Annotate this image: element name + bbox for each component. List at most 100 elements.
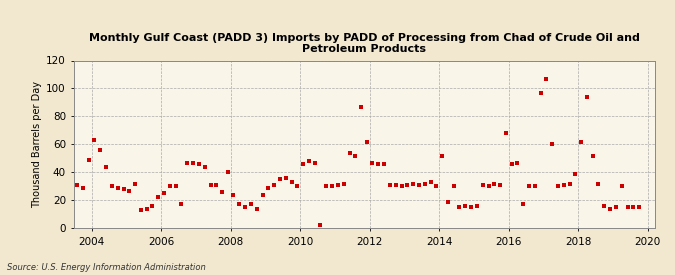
- Point: [390, 183, 401, 187]
- Point: [165, 184, 176, 189]
- Point: [309, 160, 320, 165]
- Text: Source: U.S. Energy Information Administration: Source: U.S. Energy Information Administ…: [7, 263, 205, 272]
- Point: [72, 183, 82, 187]
- Point: [136, 208, 146, 212]
- Y-axis label: Thousand Barrels per Day: Thousand Barrels per Day: [32, 81, 42, 208]
- Point: [483, 184, 494, 189]
- Point: [269, 183, 279, 187]
- Point: [634, 205, 645, 210]
- Point: [576, 139, 587, 144]
- Point: [95, 148, 106, 152]
- Point: [558, 183, 569, 187]
- Point: [582, 95, 593, 99]
- Point: [431, 184, 442, 189]
- Point: [263, 186, 273, 190]
- Point: [130, 181, 140, 186]
- Point: [460, 204, 470, 208]
- Point: [350, 153, 360, 158]
- Point: [379, 162, 389, 166]
- Point: [344, 150, 355, 155]
- Point: [217, 190, 227, 194]
- Point: [228, 192, 239, 197]
- Point: [495, 183, 506, 187]
- Point: [437, 153, 448, 158]
- Point: [396, 184, 407, 189]
- Point: [524, 184, 535, 189]
- Point: [124, 188, 134, 193]
- Point: [246, 202, 256, 207]
- Point: [304, 159, 315, 163]
- Point: [425, 180, 436, 184]
- Point: [373, 162, 384, 166]
- Point: [298, 162, 308, 166]
- Point: [448, 184, 459, 189]
- Point: [251, 207, 262, 211]
- Point: [616, 184, 627, 189]
- Point: [66, 184, 77, 189]
- Point: [280, 176, 291, 180]
- Point: [518, 202, 529, 207]
- Point: [570, 172, 581, 176]
- Point: [321, 184, 331, 189]
- Point: [60, 201, 71, 205]
- Point: [605, 207, 616, 211]
- Point: [315, 223, 326, 228]
- Point: [489, 181, 500, 186]
- Point: [89, 138, 100, 142]
- Point: [622, 205, 633, 210]
- Point: [535, 90, 546, 95]
- Point: [356, 104, 367, 109]
- Point: [332, 183, 343, 187]
- Point: [564, 181, 575, 186]
- Point: [188, 160, 198, 165]
- Point: [141, 207, 152, 211]
- Point: [240, 205, 250, 210]
- Point: [170, 184, 181, 189]
- Point: [107, 184, 117, 189]
- Point: [153, 195, 164, 200]
- Point: [292, 184, 303, 189]
- Point: [275, 177, 286, 182]
- Point: [234, 202, 245, 207]
- Point: [199, 164, 210, 169]
- Point: [118, 187, 129, 191]
- Point: [286, 180, 297, 184]
- Point: [506, 162, 517, 166]
- Point: [257, 192, 268, 197]
- Point: [205, 183, 216, 187]
- Point: [553, 184, 564, 189]
- Point: [529, 184, 540, 189]
- Point: [101, 164, 111, 169]
- Point: [512, 160, 523, 165]
- Point: [599, 204, 610, 208]
- Point: [147, 204, 158, 208]
- Point: [112, 186, 123, 190]
- Point: [78, 186, 88, 190]
- Point: [454, 205, 465, 210]
- Point: [610, 205, 621, 210]
- Point: [419, 181, 430, 186]
- Point: [176, 202, 187, 207]
- Point: [443, 199, 454, 204]
- Point: [628, 205, 639, 210]
- Point: [385, 183, 396, 187]
- Point: [541, 76, 551, 81]
- Point: [501, 131, 512, 135]
- Point: [182, 160, 192, 165]
- Point: [327, 184, 338, 189]
- Point: [362, 139, 373, 144]
- Point: [367, 160, 378, 165]
- Point: [402, 183, 412, 187]
- Point: [193, 162, 204, 166]
- Point: [593, 181, 604, 186]
- Point: [477, 183, 488, 187]
- Point: [84, 158, 95, 162]
- Point: [466, 205, 477, 210]
- Point: [338, 181, 349, 186]
- Point: [587, 153, 598, 158]
- Point: [547, 142, 558, 147]
- Point: [159, 191, 169, 196]
- Point: [211, 183, 221, 187]
- Point: [223, 170, 234, 175]
- Point: [414, 183, 425, 187]
